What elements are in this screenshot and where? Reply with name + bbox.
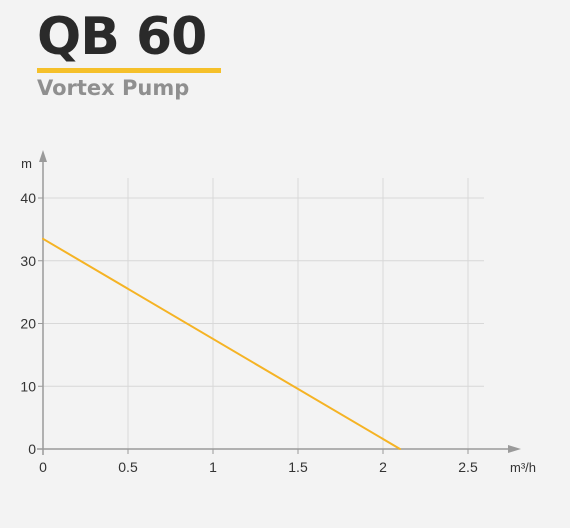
product-title: QB 60 <box>37 7 207 67</box>
x-tick-label: 1.5 <box>288 459 308 475</box>
x-tick-label: 0 <box>39 459 47 475</box>
axes <box>37 150 521 455</box>
y-tick-label: 30 <box>20 253 36 269</box>
x-axis-arrow <box>508 445 521 453</box>
title-underline <box>37 68 221 73</box>
x-axis-label: m³/h <box>510 460 536 475</box>
y-tick-label: 40 <box>20 190 36 206</box>
y-tick-label: 10 <box>20 378 36 394</box>
tick-labels: 0 10 20 30 40 0 0.5 1 1.5 2 2.5 <box>20 190 478 475</box>
pump-curve-line <box>42 237 401 450</box>
grid <box>43 178 484 449</box>
y-axis-arrow <box>39 150 47 162</box>
x-tick-label: 2.5 <box>458 459 478 475</box>
x-tick-label: 2 <box>379 459 387 475</box>
x-tick-label: 1 <box>209 459 217 475</box>
brand-header: QB 60 Vortex Pump <box>37 8 221 100</box>
y-tick-label: 20 <box>20 316 36 332</box>
x-tick-label: 0.5 <box>118 459 138 475</box>
y-axis-label: m <box>21 156 32 171</box>
y-tick-label: 0 <box>28 441 36 457</box>
product-subtitle: Vortex Pump <box>37 76 190 100</box>
series <box>42 237 401 450</box>
